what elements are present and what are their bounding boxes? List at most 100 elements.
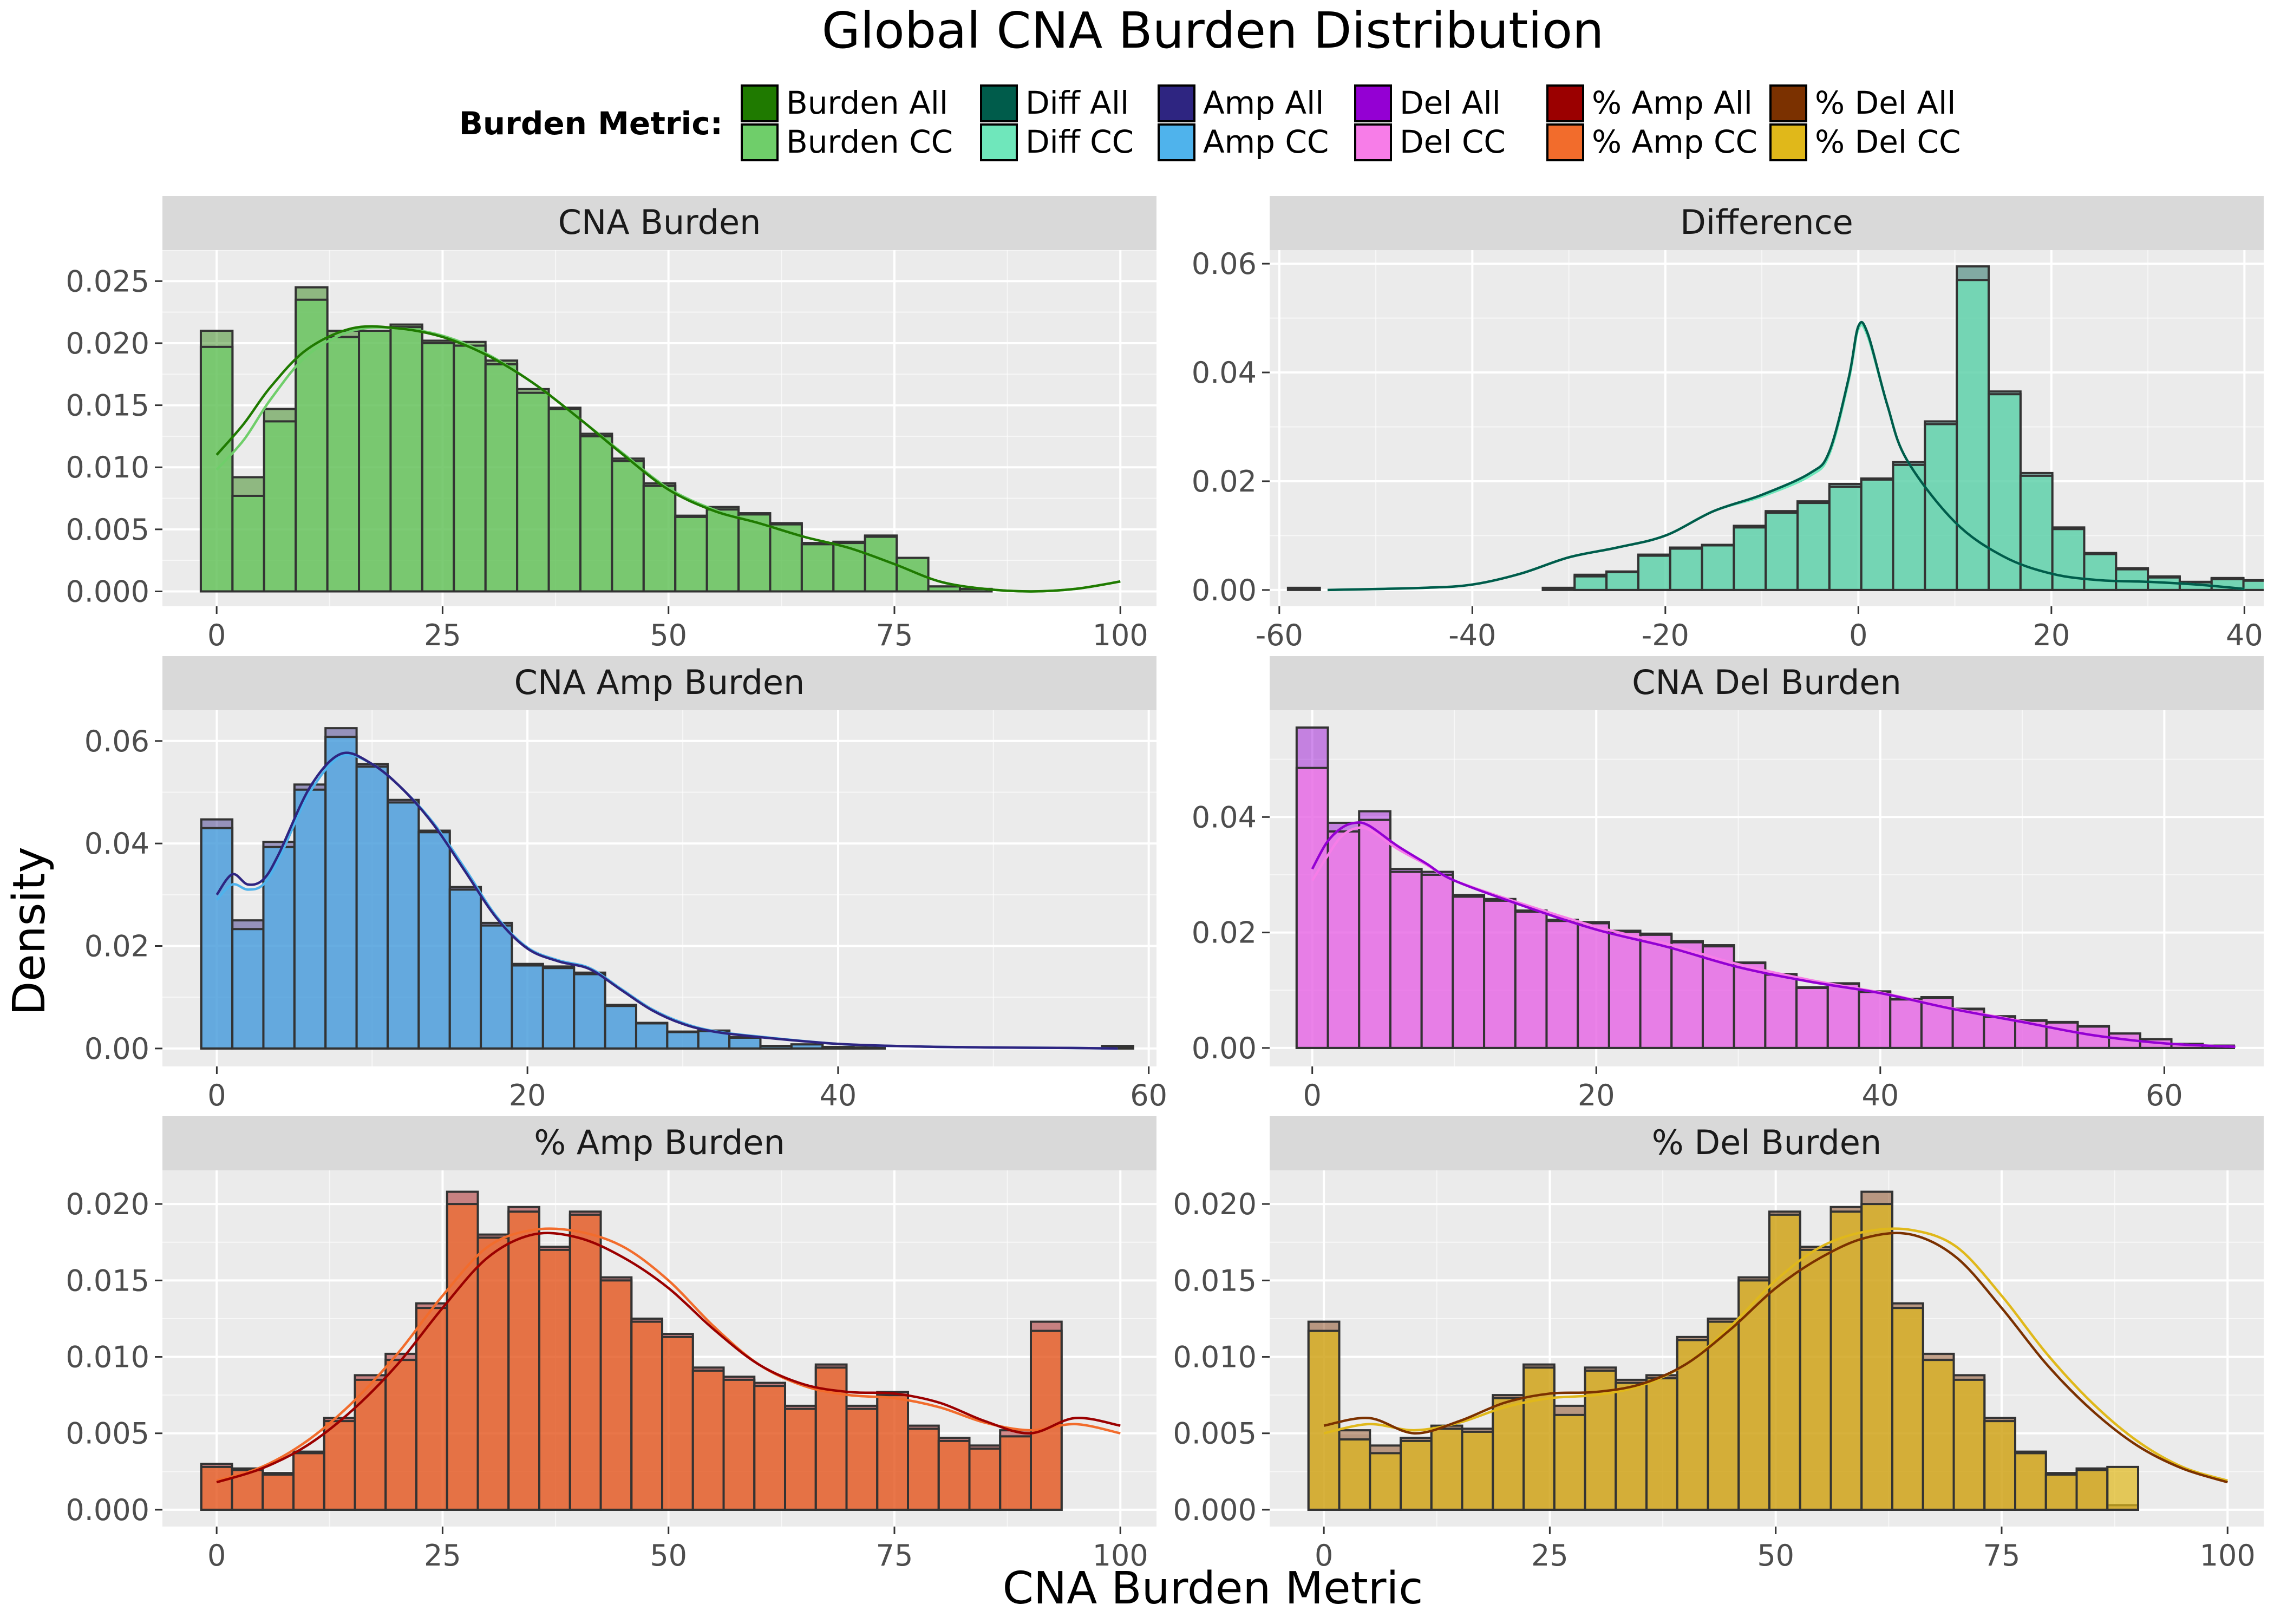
y-tick-label: 0.020 xyxy=(66,1187,149,1221)
histogram-bar-pct-amp-cc xyxy=(599,1279,633,1511)
histogram-bar-del-cc xyxy=(1764,973,1798,1049)
x-tick-label: 25 xyxy=(424,1538,461,1573)
histogram-bar-amp-cc xyxy=(573,973,606,1050)
histogram-bar-del-cc xyxy=(1858,991,1892,1049)
histogram-bar-burden-cc xyxy=(453,344,487,593)
x-tick-label: -20 xyxy=(1642,618,1689,652)
histogram-bar-burden-cc xyxy=(800,543,835,593)
histogram-bar-pct-del-cc xyxy=(1492,1397,1525,1511)
histogram-bar-diff-cc xyxy=(1765,512,1799,591)
density-curve-pct-amp-cc-density xyxy=(216,1227,1121,1482)
histogram-bar-burden-cc xyxy=(579,435,613,593)
histogram-bar-diff-cc xyxy=(2115,568,2149,591)
y-tick-label: 0.02 xyxy=(84,929,149,964)
x-tick-label: 20 xyxy=(1578,1078,1615,1112)
legend-key-pct-amp-all xyxy=(1546,84,1584,122)
legend-key-amp-all xyxy=(1158,84,1195,122)
histogram-bar-diff-cc xyxy=(1860,478,1894,591)
histogram-bar-amp-cc xyxy=(231,928,265,1050)
histogram-bar-burden-cc xyxy=(674,515,708,593)
histogram-bar-del-cc xyxy=(1826,983,1860,1049)
legend-key-pct-del-cc xyxy=(1769,123,1807,161)
y-tick-label: 0.015 xyxy=(66,389,149,423)
histogram-bar-amp-cc xyxy=(759,1045,793,1050)
histogram-bar-pct-amp-cc xyxy=(661,1335,694,1511)
histogram-bar-diff-cc xyxy=(1669,547,1703,591)
legend-key-burden-cc xyxy=(741,123,779,161)
histogram-bar-pct-del-cc xyxy=(1799,1248,1832,1511)
histogram-bar-pct-del-cc xyxy=(1400,1439,1433,1511)
histogram-bar-del-cc xyxy=(1420,873,1454,1049)
histogram-bar-pct-del-cc xyxy=(1860,1203,1894,1511)
density-curve-del-all-density xyxy=(1311,821,2236,1048)
histogram-bar-pct-amp-cc xyxy=(753,1385,787,1511)
y-tick-label: 0.00 xyxy=(1192,573,1257,607)
x-tick-label: 60 xyxy=(2146,1078,2183,1112)
histogram-bar-del-cc xyxy=(1295,767,1329,1049)
histogram-bar-pct-del-cc xyxy=(1369,1452,1402,1511)
y-tick-label: 0.06 xyxy=(1192,247,1257,281)
histogram-bar-burden-cc xyxy=(642,484,677,593)
x-tick-label: 50 xyxy=(650,618,687,652)
histogram-bar-amp-cc xyxy=(200,827,234,1050)
y-tick-label: 0.005 xyxy=(66,1417,149,1451)
histogram-bar-burden-cc xyxy=(547,408,581,593)
histogram-bar-del-cc xyxy=(1545,920,1579,1049)
histogram-bar-pct-amp-cc xyxy=(507,1210,541,1511)
histogram-bar-del-cc xyxy=(1670,941,1704,1049)
histogram-bar-pct-del-cc xyxy=(1768,1213,1801,1511)
histogram-bar-pct-amp-cc xyxy=(538,1248,571,1511)
histogram-bar-amp-cc xyxy=(386,801,420,1050)
y-tick-label: 0.02 xyxy=(1192,464,1257,499)
histogram-bar-amp-cc xyxy=(728,1036,762,1050)
histogram-bar-burden-cc xyxy=(295,298,329,593)
density-curve-burden-all-density xyxy=(215,325,1121,593)
histogram-bar-del-cc xyxy=(1514,911,1548,1049)
histogram-bar-diff-cc xyxy=(2019,474,2054,591)
histogram-bar-pct-del-cc xyxy=(1307,1330,1341,1511)
histogram-bar-pct-del-cc xyxy=(2075,1469,2109,1511)
histogram-bar-burden-cc xyxy=(516,391,550,593)
histogram-bar-amp-cc xyxy=(604,1005,637,1050)
y-tick-label: 0.020 xyxy=(66,326,149,361)
histogram-bar-amp-cc xyxy=(821,1046,855,1050)
y-tick-label: 0.010 xyxy=(66,450,149,484)
histogram-bar-del-cc xyxy=(1795,986,1829,1049)
x-tick-label: 100 xyxy=(1093,618,1148,652)
x-tick-label: 60 xyxy=(1130,1078,1167,1112)
panel-pct-del-burden: % Del Burden 0 25 50 75 100 0.000 0.005 0.010 0.0… xyxy=(1173,1116,2264,1573)
histogram-bar-burden-cc xyxy=(358,330,392,593)
histogram-bar-pct-del-cc xyxy=(1430,1427,1463,1511)
histogram-bar-diff-cc xyxy=(1828,485,1863,591)
x-tick-label: 40 xyxy=(1861,1078,1899,1112)
x-tick-label: 40 xyxy=(820,1078,857,1112)
legend-key-del-cc xyxy=(1354,123,1392,161)
histogram-bar-pct-amp-cc xyxy=(323,1420,356,1511)
histogram-bar-del-cc xyxy=(1327,830,1361,1049)
y-tick-label: 0.000 xyxy=(66,574,149,608)
histogram-bar-pct-del-cc xyxy=(1645,1377,1678,1511)
x-tick-label: 100 xyxy=(1093,1538,1148,1573)
y-tick-label: 0.04 xyxy=(84,827,149,861)
legend-key-diff-all xyxy=(980,84,1018,122)
histogram-bar-pct-amp-cc xyxy=(384,1359,418,1511)
histogram-bar-del-cc xyxy=(1452,895,1486,1049)
facet-strip xyxy=(1270,196,2264,250)
x-tick-label: 0 xyxy=(207,1538,226,1573)
histogram-bar-diff-cc xyxy=(2083,553,2118,591)
chart-title: Global CNA Burden Distribution xyxy=(822,2,1604,60)
histogram-bar-pct-amp-cc xyxy=(691,1369,725,1511)
histogram-bar-burden-cc xyxy=(263,420,297,593)
histogram-bar-amp-cc xyxy=(790,1043,824,1050)
histogram-bar-diff-cc xyxy=(1733,526,1767,591)
histogram-bar-burden-cc xyxy=(389,326,423,593)
x-axis-title: CNA Burden Metric xyxy=(1003,1563,1423,1614)
histogram-bar-amp-cc xyxy=(448,888,482,1050)
x-tick-label: 0 xyxy=(1315,1538,1333,1573)
histogram-bar-pct-amp-cc xyxy=(630,1320,664,1511)
histogram-bar-amp-cc xyxy=(324,736,358,1050)
histogram-bar-pct-amp-cc xyxy=(907,1427,940,1511)
histogram-bar-diff-cc xyxy=(2051,528,2086,591)
legend-label-amp-all: Amp All xyxy=(1203,84,1324,121)
histogram-bar-amp-cc xyxy=(293,788,327,1050)
